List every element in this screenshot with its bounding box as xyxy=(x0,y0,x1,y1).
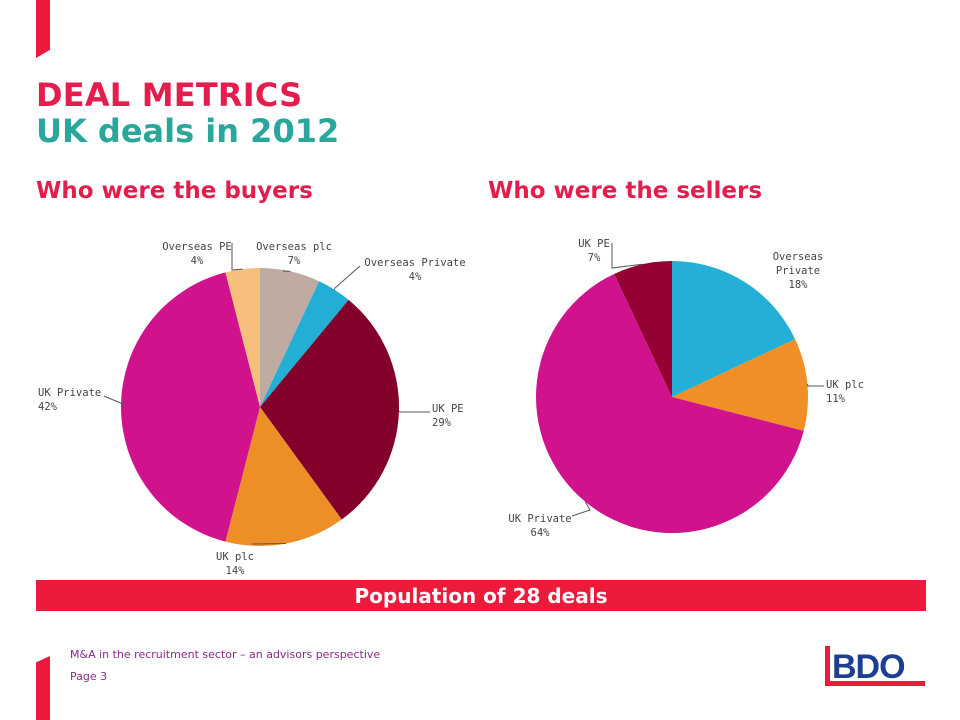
bdo-logo-red-base xyxy=(825,681,925,686)
slice-label: Overseas PE 4% xyxy=(162,241,232,267)
pie-slice xyxy=(672,339,808,431)
slide-subtitle: UK deals in 2012 xyxy=(36,112,340,150)
buyers-chart-title: Who were the buyers xyxy=(36,178,313,204)
leader-line xyxy=(398,410,430,413)
slide-title: DEAL METRICS xyxy=(36,76,303,114)
leader-line xyxy=(806,384,824,387)
pie-slice xyxy=(614,261,672,397)
pie-slice xyxy=(260,268,320,407)
pie-slice xyxy=(225,268,260,407)
pie-slice xyxy=(536,273,804,533)
accent-bar-bottom xyxy=(36,656,50,720)
slice-label: Overseas Private 18% xyxy=(773,251,824,291)
slice-label: UK Private 64% xyxy=(508,513,571,539)
buyers-pie: Overseas plc 7% Overseas Private 4% UK PE 29%… xyxy=(38,241,466,577)
accent-bar-top xyxy=(36,0,50,58)
footer-text: M&A in the recruitment sector – an advis… xyxy=(70,648,381,661)
bdo-logo-text: BDO xyxy=(832,648,905,686)
pie-slice xyxy=(672,261,796,397)
bdo-logo-red-bar xyxy=(825,646,830,686)
slice-label: UK PE 29% xyxy=(432,403,464,429)
pie-slice xyxy=(120,272,260,542)
leader-line xyxy=(571,501,591,517)
sellers-pie: Overseas Private 18% UK plc 11% UK Private 64%… xyxy=(508,238,864,539)
leader-line xyxy=(611,243,643,269)
leader-line xyxy=(103,395,124,408)
pie-slice xyxy=(225,407,342,546)
slice-label: Overseas plc 7% xyxy=(256,241,332,267)
slice-label: UK plc 11% xyxy=(826,379,864,405)
slice-label: Overseas Private 4% xyxy=(364,257,465,283)
leader-line xyxy=(334,265,361,290)
page-number: Page 3 xyxy=(70,670,108,683)
pie-slice xyxy=(260,299,399,520)
leader-line xyxy=(231,243,243,271)
population-banner: Population of 28 deals xyxy=(36,580,926,611)
sellers-chart-title: Who were the sellers xyxy=(488,178,763,204)
slice-label: UK PE 7% xyxy=(578,238,610,264)
slice-label: UK plc 14% xyxy=(216,551,254,577)
slice-label: UK Private 42% xyxy=(38,387,101,413)
bdo-logo: BDO xyxy=(825,646,925,686)
pie-slice xyxy=(260,281,349,407)
